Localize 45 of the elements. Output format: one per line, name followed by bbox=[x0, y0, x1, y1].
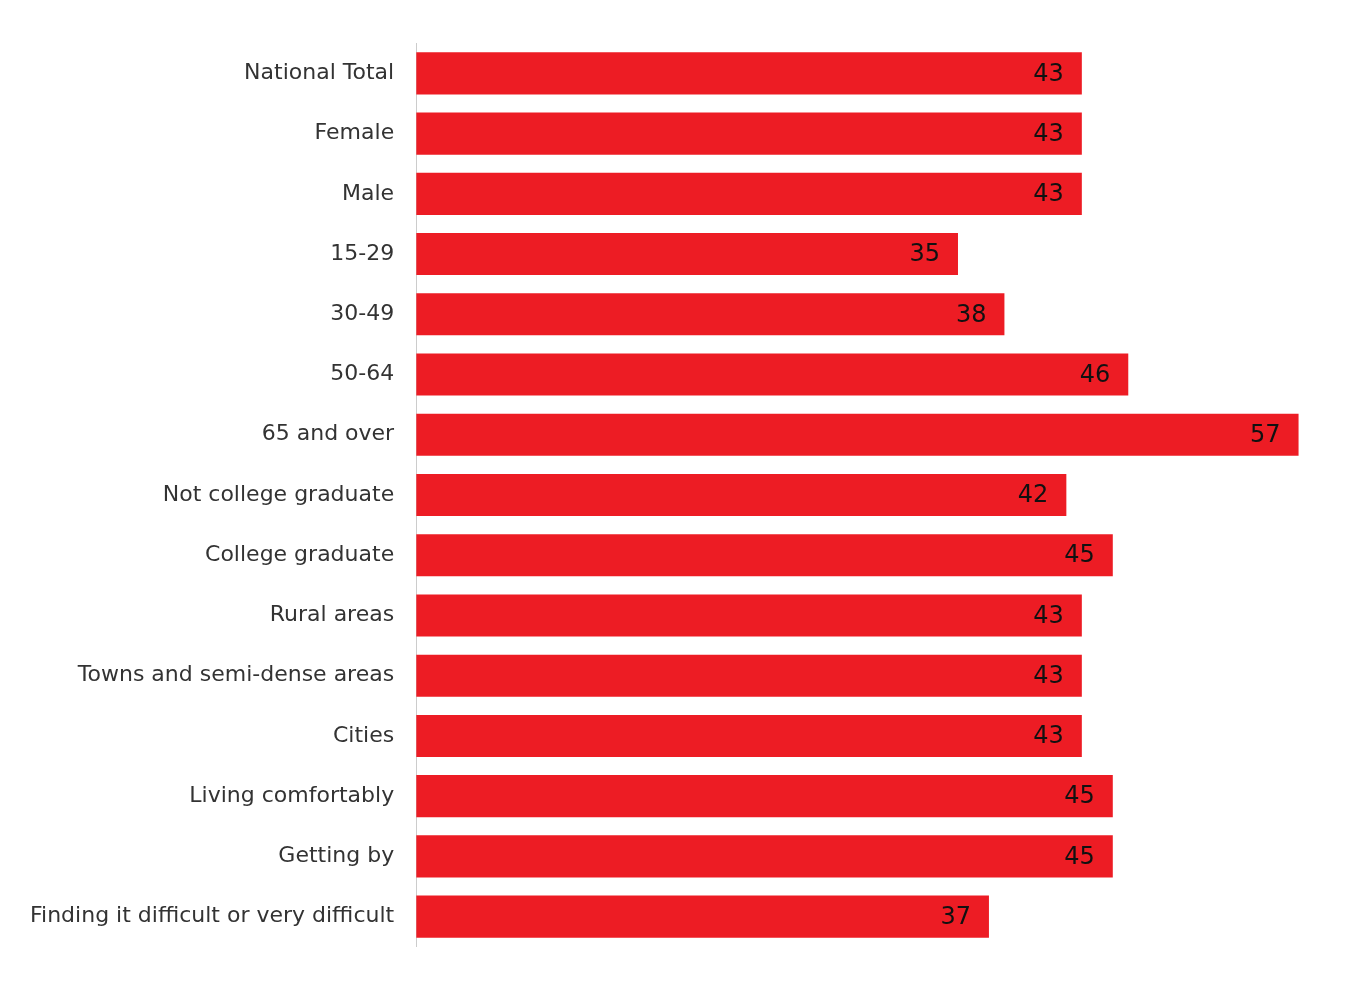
data-label: 43 bbox=[1033, 660, 1064, 689]
data-label: 37 bbox=[940, 901, 971, 930]
bar bbox=[416, 594, 1082, 637]
y-tick-label: Living comfortably bbox=[189, 781, 395, 807]
data-label: 57 bbox=[1250, 419, 1281, 448]
data-label: 43 bbox=[1033, 118, 1064, 147]
bar bbox=[416, 172, 1082, 215]
bar bbox=[416, 895, 989, 938]
data-label: 43 bbox=[1033, 721, 1064, 750]
bar bbox=[416, 775, 1113, 818]
y-tick-label: Female bbox=[314, 119, 395, 145]
data-label: 38 bbox=[955, 299, 987, 328]
bar bbox=[416, 232, 958, 276]
y-tick-label: Rural areas bbox=[269, 601, 395, 627]
bar bbox=[416, 654, 1082, 697]
y-tick-label: Male bbox=[342, 179, 395, 205]
data-label: 45 bbox=[1064, 540, 1095, 569]
data-label: 43 bbox=[1033, 58, 1064, 87]
data-label: 35 bbox=[909, 239, 940, 268]
y-tick-label: Not college graduate bbox=[162, 480, 395, 506]
bar bbox=[416, 413, 1299, 456]
data-label: 45 bbox=[1064, 841, 1095, 870]
y-tick-label: 30-49 bbox=[330, 300, 395, 325]
bar bbox=[416, 353, 1129, 396]
data-label: 43 bbox=[1033, 600, 1064, 629]
data-label: 42 bbox=[1017, 480, 1049, 509]
y-tick-label: Towns and semi-dense areas bbox=[76, 661, 395, 687]
bar bbox=[416, 835, 1113, 878]
data-label: 45 bbox=[1064, 781, 1095, 810]
bar bbox=[416, 473, 1067, 517]
y-tick-label: Cities bbox=[332, 721, 395, 747]
bar bbox=[416, 534, 1113, 577]
bar bbox=[416, 112, 1082, 155]
data-label: 43 bbox=[1033, 179, 1064, 208]
data-label: 46 bbox=[1079, 359, 1111, 388]
y-tick-label: National Total bbox=[244, 59, 395, 85]
bar bbox=[416, 714, 1082, 758]
bar bbox=[416, 293, 1005, 336]
y-tick-label: 15-29 bbox=[330, 239, 395, 265]
bar bbox=[416, 52, 1082, 95]
y-tick-label: Getting by bbox=[278, 842, 395, 868]
y-tick-label: 65 and over bbox=[261, 420, 396, 446]
y-tick-label: 50-64 bbox=[330, 360, 395, 386]
y-tick-label: College graduate bbox=[205, 540, 395, 566]
y-tick-label: Finding it difficult or very difficult bbox=[30, 902, 395, 928]
